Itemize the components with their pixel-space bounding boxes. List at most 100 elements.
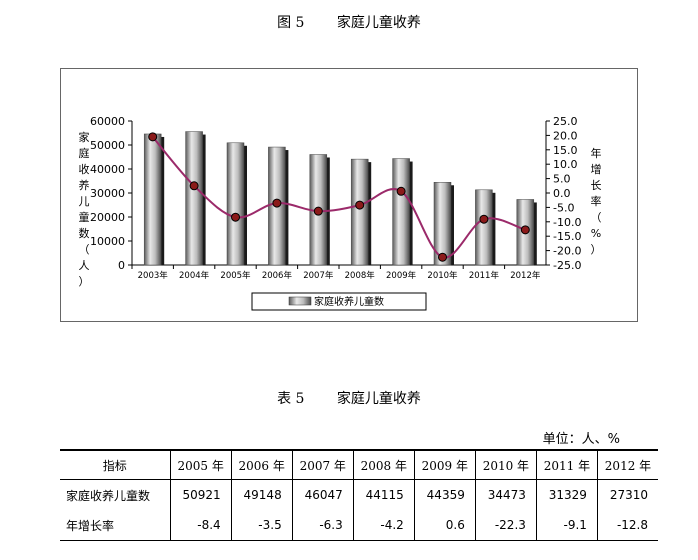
table-header-row: 指标 2005 年 2006 年 2007 年 2008 年 2009 年 20… (60, 449, 658, 480)
table-label: 表 5 (277, 391, 305, 407)
x-tick-label: 2011年 (469, 270, 500, 281)
table-title: 表 5 家庭儿童收养 (0, 388, 698, 408)
y-tick-label-left: 60000 (90, 115, 125, 128)
bar (185, 131, 203, 266)
table-cell: 44115 (352, 479, 415, 510)
table-cell: 34473 (474, 479, 537, 510)
table-cell: -3.5 (230, 510, 293, 541)
table-cell: -6.3 (291, 510, 354, 541)
x-tick-label: 2007年 (303, 270, 334, 281)
table-cell: 49148 (230, 479, 293, 510)
y-axis-title-right: ） (591, 243, 602, 256)
y-tick-label-right: -20.0 (553, 245, 581, 258)
table-header: 2010 年 (474, 449, 537, 480)
y-tick-label-right: 20.0 (553, 129, 578, 142)
table-cell: -12.8 (596, 510, 658, 541)
table-cell: 27310 (596, 479, 658, 510)
data-table: 指标 2005 年 2006 年 2007 年 2008 年 2009 年 20… (60, 449, 658, 541)
bar (350, 158, 369, 266)
y-axis-title-left: （ (79, 243, 90, 256)
bar (226, 142, 245, 266)
row-label: 家庭收养儿童数 (66, 488, 151, 503)
table-cell: -9.1 (535, 510, 598, 541)
table-cell: 0.6 (413, 510, 476, 541)
y-axis-title-left: 人 (79, 259, 90, 272)
growth-rate-point (355, 200, 365, 210)
table-cell: 50921 (169, 479, 232, 510)
table-header: 2005 年 (169, 449, 232, 480)
x-tick-label: 2004年 (179, 270, 210, 281)
y-tick-label-right: 25.0 (553, 115, 578, 128)
table-cell: 46047 (291, 479, 354, 510)
growth-rate-point (479, 214, 489, 224)
growth-rate-point (520, 225, 530, 235)
growth-rate-point (438, 252, 447, 262)
growth-rate-point (189, 181, 199, 191)
y-axis-title-left: 收 (79, 162, 90, 176)
growth-rate-point (313, 206, 323, 216)
chart: 0 10000 20000 30000 40000 50000 60000 -25.0-20.… (79, 115, 602, 311)
y-axis-title-left: 家 (79, 130, 90, 144)
bar (143, 133, 162, 266)
bar (475, 189, 493, 266)
bar (433, 182, 452, 266)
table-cell: -22.3 (474, 510, 537, 541)
x-tick-label: 2003年 (138, 270, 169, 281)
y-tick-label-right: -5.0 (553, 201, 574, 214)
x-tick-label: 2005年 (220, 270, 251, 281)
y-axis-title-right: 率 (591, 194, 602, 208)
x-tick-label: 2009年 (386, 270, 417, 281)
y-tick-label-right: 15.0 (553, 144, 578, 157)
y-axis-title-right: 年 (591, 146, 602, 160)
y-tick-label-right: -25.0 (553, 259, 581, 272)
y-tick-label-left: 10000 (90, 235, 125, 248)
table-header: 2007 年 (291, 449, 354, 480)
figure-label: 图 5 (277, 15, 305, 31)
growth-rate-point (272, 198, 282, 208)
y-axis-title-right: （ (591, 211, 602, 224)
table-cell: -8.4 (169, 510, 232, 541)
y-axis-title-left: ） (79, 275, 90, 288)
figure-title-text: 家庭儿童收养 (336, 15, 421, 31)
row-label: 年增长率 (60, 510, 171, 541)
table-unit: 单位：人、% (542, 432, 620, 447)
y-axis-title-left: 庭 (79, 146, 90, 160)
chart-frame: 0 10000 20000 30000 40000 50000 60000 -25.0 -20.… (60, 68, 638, 322)
y-axis-title-left: 养 (79, 178, 90, 192)
table-header: 2011 年 (535, 449, 598, 480)
table-cell: -4.2 (352, 510, 415, 541)
table-header: 指标 (60, 449, 171, 480)
y-tick-label-right: 5.0 (553, 173, 571, 186)
table-header: 2012 年 (596, 449, 658, 480)
growth-rate-line (151, 136, 526, 259)
growth-rate-point (148, 132, 158, 142)
y-axis-title-right: % (591, 227, 601, 240)
figure-title: 图 5 家庭儿童收养 (0, 12, 698, 32)
growth-rate-point (231, 212, 240, 222)
table-cell: 31329 (535, 479, 598, 510)
table-header: 2009 年 (413, 449, 476, 480)
table-row: 年增长率 -8.4 -3.5 -6.3 -4.2 0.6 -22.3 -9.1 … (60, 510, 658, 541)
y-axis-title-right: 增 (591, 162, 602, 176)
x-tick-label: 2012年 (510, 270, 541, 281)
table-row: 家庭收养儿童数 50921 49148 46047 44115 44359 34… (60, 479, 658, 510)
table-title-text: 家庭儿童收养 (336, 391, 421, 407)
y-tick-label-left: 20000 (90, 211, 125, 224)
y-tick-label-right: 10.0 (553, 158, 578, 171)
bar (392, 158, 410, 266)
y-axis-title-right: 长 (591, 179, 602, 192)
growth-rate-point (396, 186, 406, 196)
legend-swatch (288, 296, 312, 306)
y-tick-label-right: -15.0 (553, 230, 581, 243)
x-tick-label: 2008年 (345, 270, 376, 281)
table-header: 2006 年 (230, 449, 293, 480)
legend-label: 家庭收养儿童数 (314, 295, 384, 308)
y-axis-title-left: 童 (79, 210, 90, 224)
table-header: 2008 年 (352, 449, 415, 480)
x-tick-label: 2006年 (262, 270, 293, 281)
table-cell: 44359 (413, 479, 476, 510)
y-tick-label-left: 30000 (90, 187, 125, 200)
y-axis-title-left: 数 (79, 227, 90, 240)
y-tick-label-left: 0 (118, 259, 125, 272)
y-tick-label-left: 40000 (90, 163, 125, 176)
